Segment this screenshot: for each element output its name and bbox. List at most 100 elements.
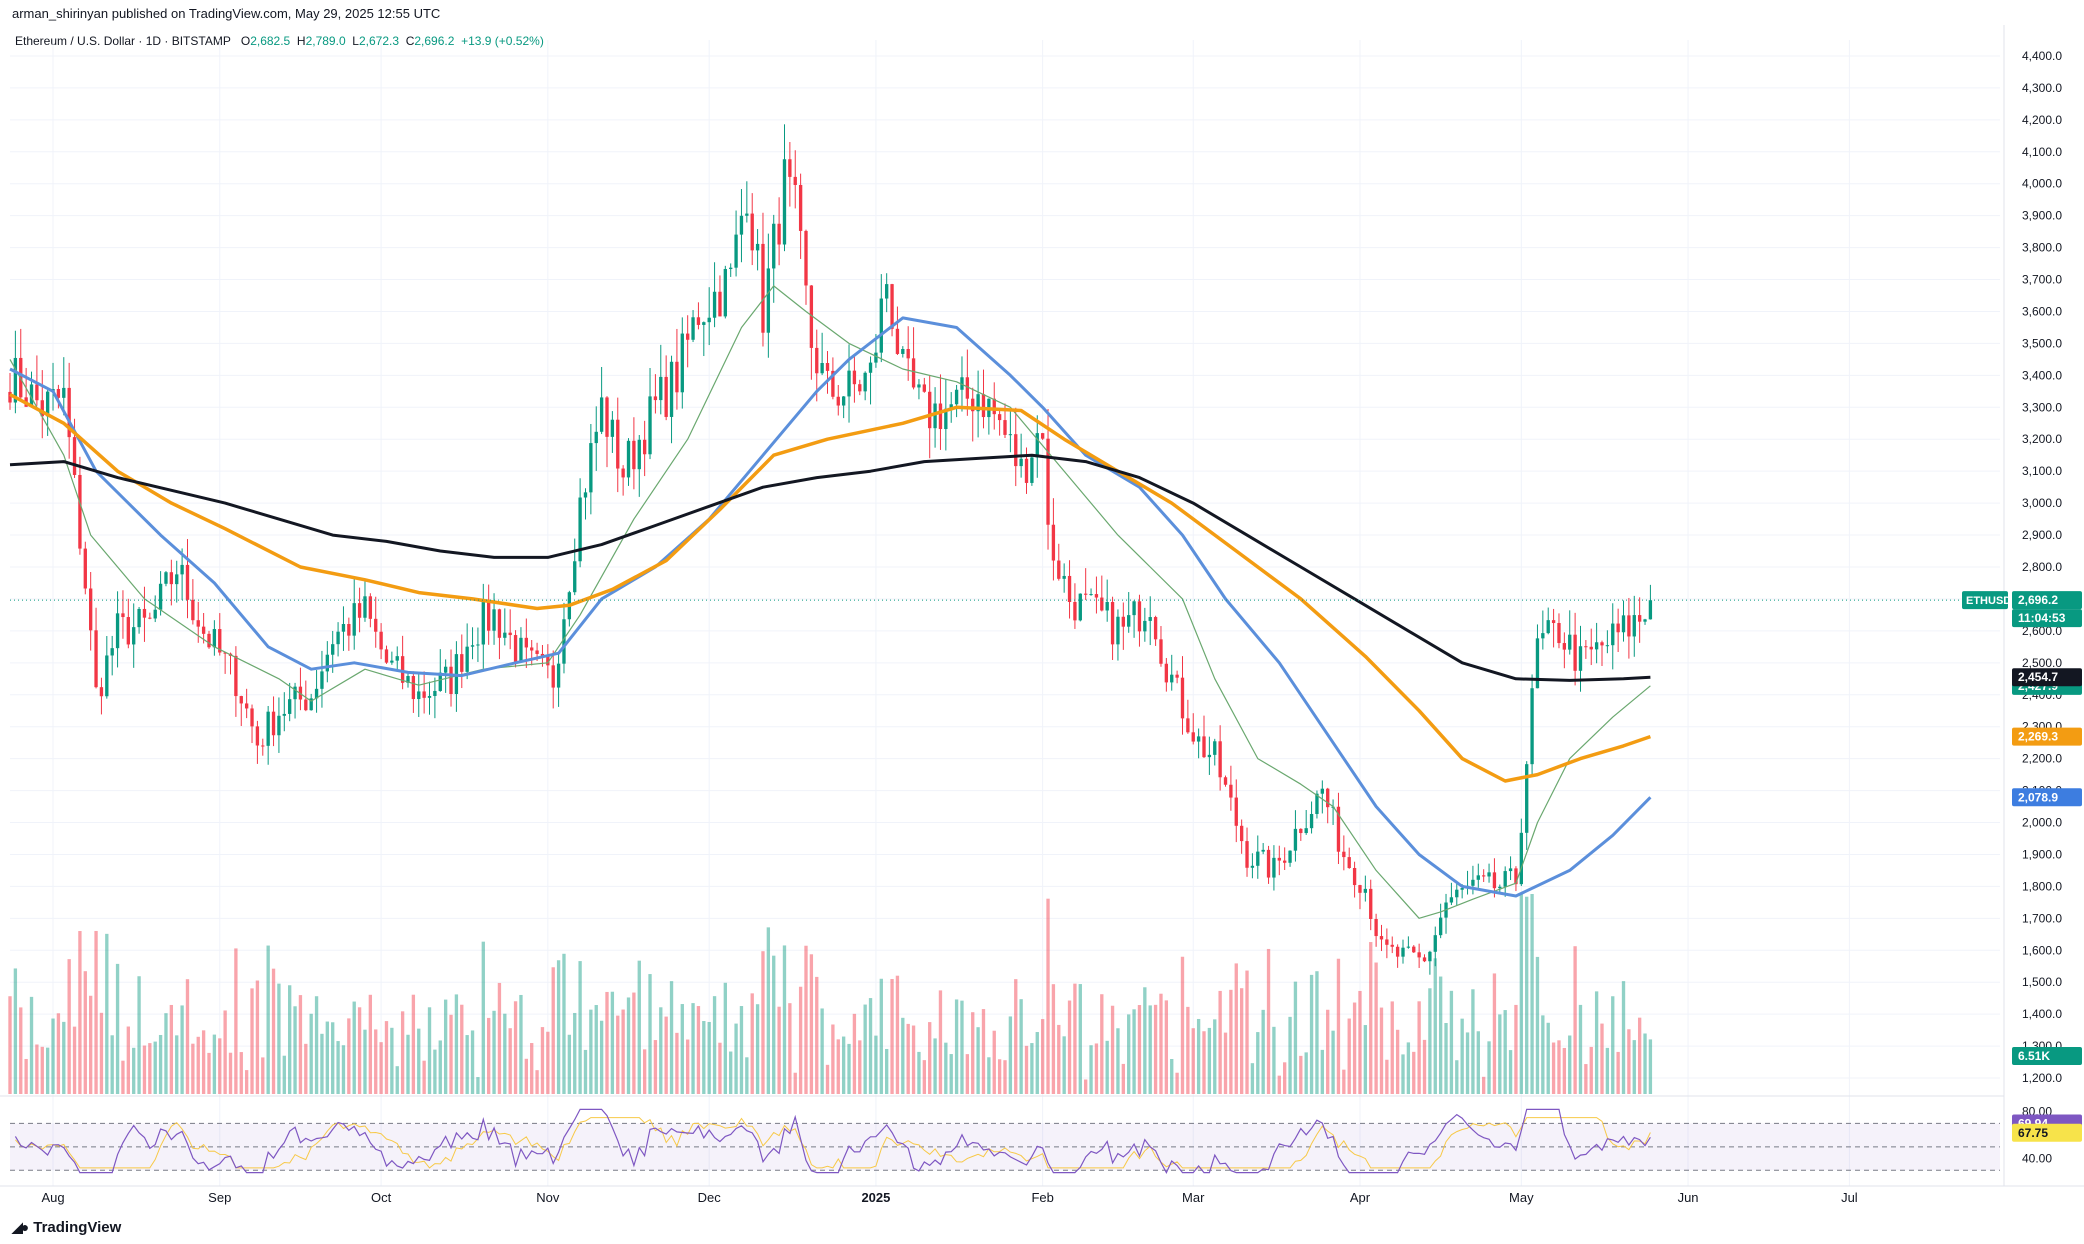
candle-body (637, 439, 641, 470)
tradingview-logo[interactable]: ◢● TradingView (12, 1219, 121, 1236)
volume-bar (1186, 1006, 1190, 1094)
volume-bar (707, 1021, 711, 1094)
candle-body (1503, 871, 1507, 887)
candle-body (56, 389, 61, 398)
candle-body (809, 285, 814, 348)
volume-bar (207, 1052, 211, 1094)
candle-body (788, 159, 792, 177)
volume-bar (132, 1047, 136, 1094)
candle-body (1089, 594, 1093, 596)
volume-bar (180, 1005, 184, 1094)
volume-bar (293, 1006, 297, 1094)
candle-body (573, 561, 577, 593)
volume-bar (1309, 974, 1314, 1094)
volume-bar (954, 999, 959, 1094)
volume-bar (1261, 1009, 1265, 1094)
volume-bar (1342, 1069, 1346, 1094)
candle-body (992, 398, 996, 415)
volume-bar (288, 985, 292, 1094)
candle-body (890, 284, 894, 329)
volume-bar (637, 960, 641, 1094)
volume-bar (244, 1070, 249, 1094)
candle-body (1390, 944, 1394, 947)
volume-bar (1401, 1054, 1405, 1094)
volume-bar (1487, 1041, 1491, 1094)
volume-bar (578, 961, 582, 1094)
volume-bar (1084, 1079, 1088, 1094)
candle-body (1562, 643, 1567, 650)
volume-bar (336, 1041, 340, 1094)
volume-bar (1541, 1015, 1545, 1094)
volume-bar (1600, 1023, 1604, 1094)
candle-body (782, 159, 787, 245)
candle-body (594, 431, 598, 444)
volume-bar (56, 1013, 61, 1094)
volume-bar (852, 1013, 857, 1094)
candle-body (1417, 952, 1421, 958)
volume-bar (1191, 1028, 1195, 1094)
candle-body (1067, 575, 1072, 602)
candle-body (470, 645, 475, 647)
volume-bar (1438, 976, 1443, 1094)
volume-bar (1589, 1046, 1593, 1094)
volume-bar (508, 1028, 512, 1094)
candle-body (1121, 616, 1125, 627)
volume-bar (1159, 993, 1163, 1094)
candle-body (1293, 828, 1298, 851)
volume-bar (626, 997, 631, 1094)
candle-body (1266, 849, 1271, 878)
legend-close-label: C (405, 34, 415, 48)
volume-bar (621, 1009, 625, 1094)
volume-bar (1030, 1043, 1034, 1094)
volume-bar (1637, 1017, 1642, 1094)
volume-bar (8, 996, 12, 1094)
volume-bar (1568, 1035, 1572, 1094)
candle-body (99, 687, 104, 697)
volume-bar (148, 1043, 152, 1094)
volume-bar (1234, 963, 1238, 1094)
candle-body (1094, 594, 1099, 598)
candle-body (374, 618, 378, 632)
volume-bar (836, 1039, 840, 1094)
volume-bar (379, 1042, 383, 1094)
candle-body (1229, 784, 1233, 798)
legend-symbol[interactable]: Ethereum / U.S. Dollar · 1D · BITSTAMP (15, 34, 231, 48)
volume-bar (454, 994, 459, 1094)
volume-bar (67, 959, 71, 1094)
volume-bar (1455, 1060, 1459, 1094)
volume-bar (1315, 971, 1319, 1094)
candle-body (1535, 638, 1540, 689)
volume-bar (1578, 1004, 1583, 1094)
candle-body (1352, 867, 1357, 886)
candle-body (798, 184, 803, 231)
volume-bar (1347, 1018, 1351, 1094)
candle-body (766, 268, 771, 333)
publisher-line: arman_shirinyan published on TradingView… (12, 6, 441, 21)
candle-body (632, 440, 636, 470)
candle-body (1632, 615, 1636, 637)
candle-body (562, 619, 566, 664)
volume-bar (137, 976, 141, 1094)
candle-body (1605, 645, 1610, 647)
volume-bar (928, 1022, 932, 1094)
candle-body (1283, 860, 1287, 863)
candle-body (761, 243, 765, 333)
candle-body (841, 396, 846, 406)
ma-line-ma100 (9, 392, 1651, 783)
volume-bar (772, 955, 776, 1094)
volume-bar (1250, 1063, 1255, 1094)
volume-bar (530, 1043, 534, 1094)
candle-body (67, 387, 71, 438)
candle-body (648, 396, 652, 455)
volume-bar (357, 1007, 362, 1094)
candle-body (1476, 875, 1480, 880)
volume-bar (1110, 1005, 1115, 1094)
candle-body (1196, 736, 1201, 742)
candle-body (1137, 601, 1142, 632)
volume-bar (282, 1055, 286, 1094)
volume-bar (212, 1034, 217, 1094)
rsi-ma-line (15, 1117, 1651, 1169)
volume-bar (1551, 1042, 1556, 1094)
legend-change: +13.9 (+0.52%) (461, 34, 544, 48)
